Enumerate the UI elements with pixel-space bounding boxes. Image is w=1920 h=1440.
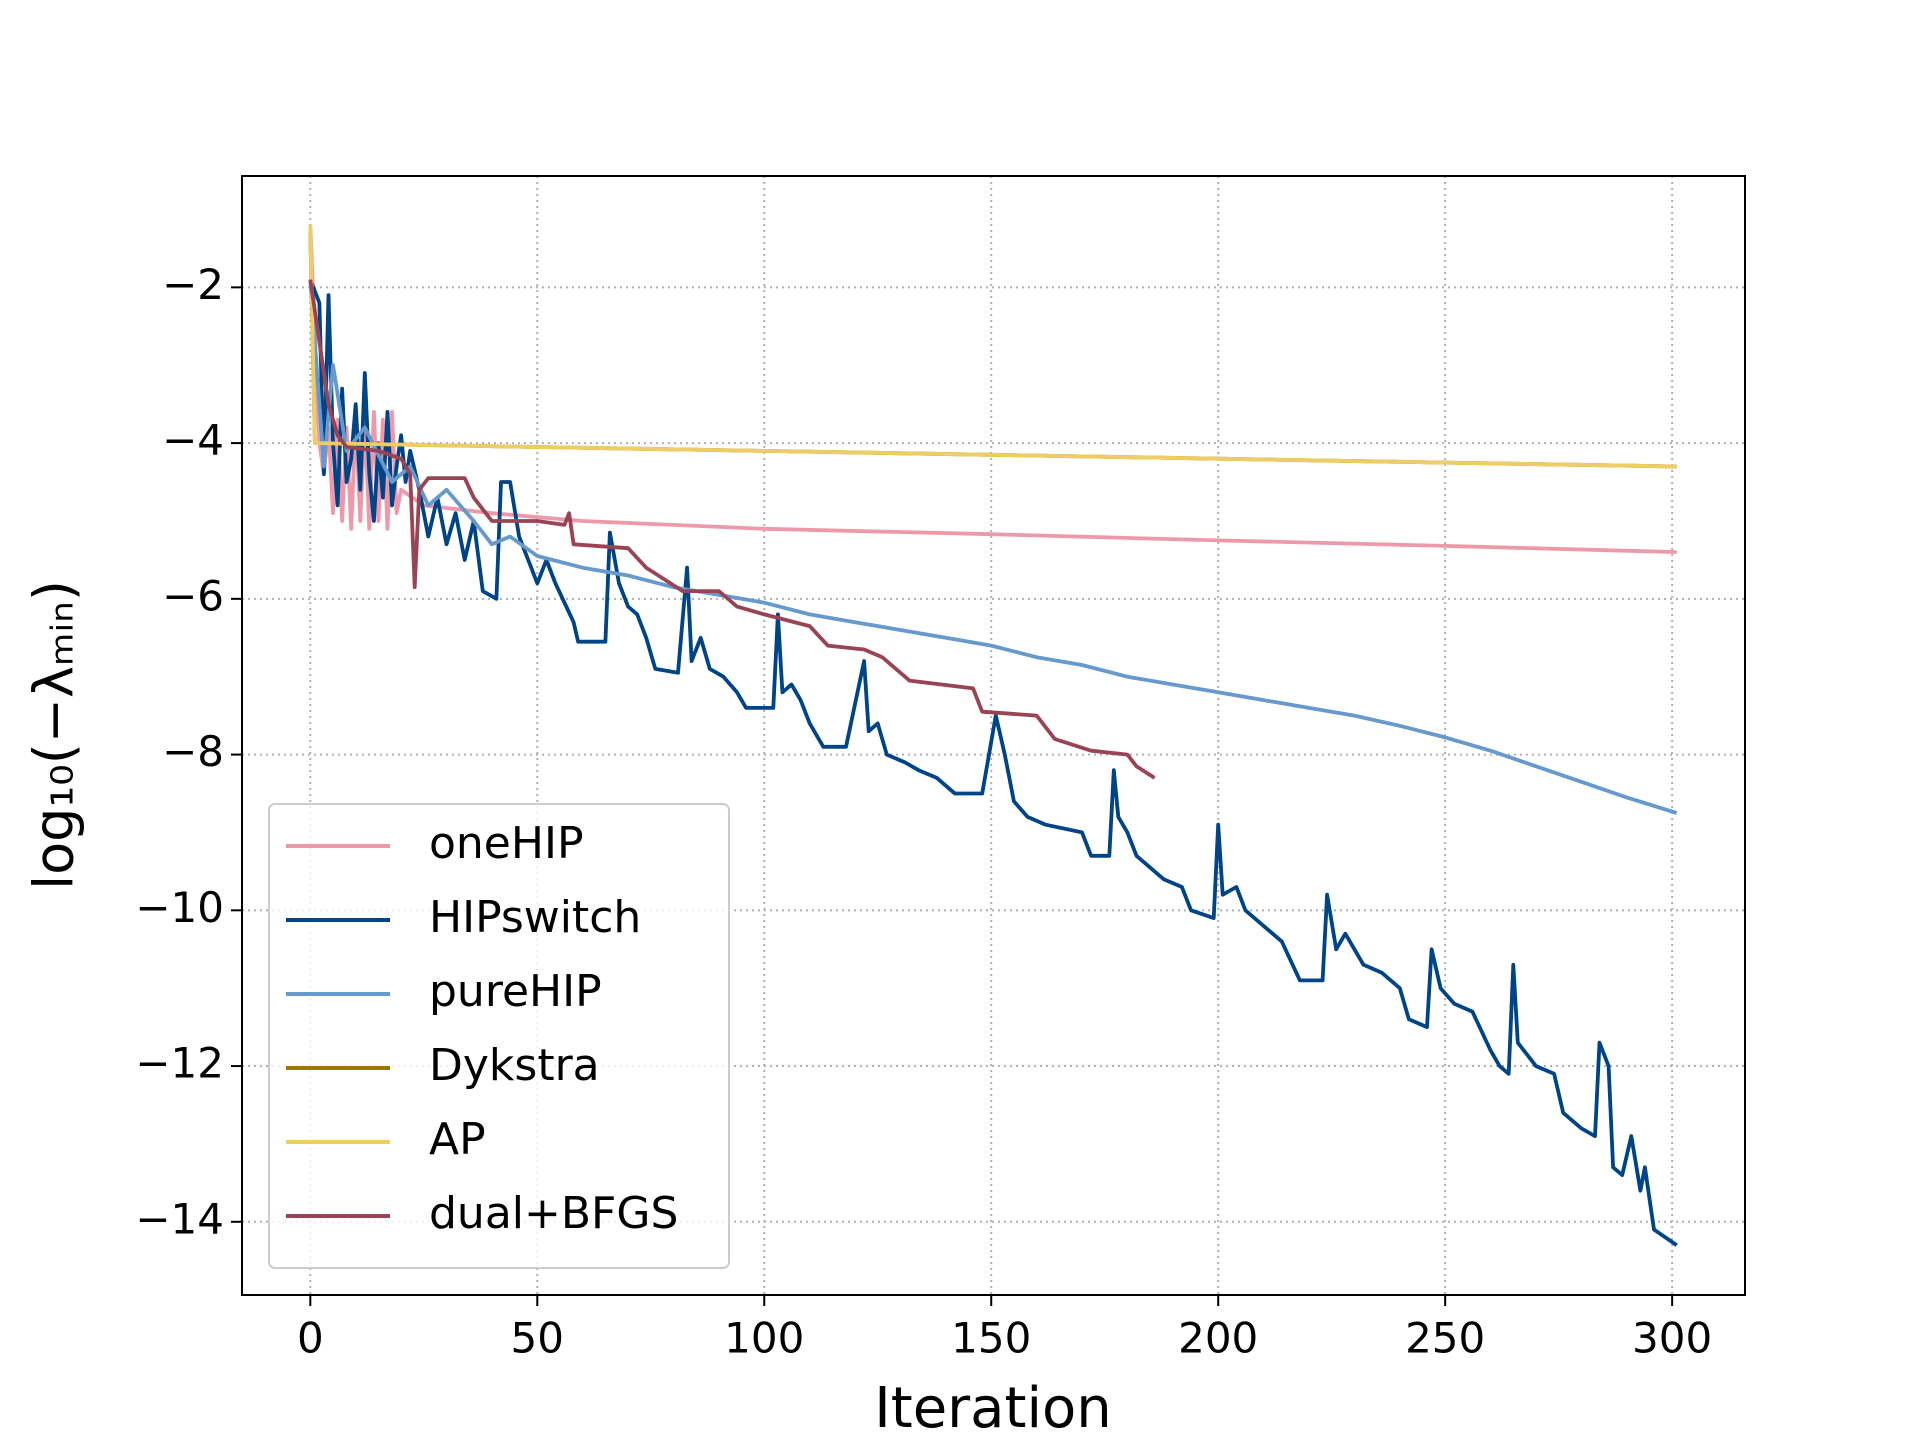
x-tick-label: 100 bbox=[724, 1314, 804, 1363]
legend-label: HIPswitch bbox=[429, 892, 641, 943]
x-axis-label: Iteration bbox=[874, 1376, 1112, 1440]
y-tick-label: −12 bbox=[135, 1039, 224, 1088]
x-tick-label: 250 bbox=[1405, 1314, 1485, 1363]
x-tick-label: 200 bbox=[1178, 1314, 1258, 1363]
y-tick-label: −4 bbox=[162, 416, 224, 465]
x-tick-label: 150 bbox=[951, 1314, 1031, 1363]
y-tick-label: −2 bbox=[162, 260, 224, 309]
series-line bbox=[308, 232, 1677, 469]
legend-label: oneHIP bbox=[429, 818, 583, 869]
legend-label: dual+BFGS bbox=[429, 1188, 678, 1239]
y-tick-label: −14 bbox=[135, 1194, 224, 1243]
legend-label: pureHIP bbox=[429, 966, 602, 1017]
legend-label: Dykstra bbox=[429, 1040, 600, 1091]
x-tick-label: 0 bbox=[297, 1314, 324, 1363]
series-line bbox=[308, 225, 1677, 469]
y-tick-label: −6 bbox=[162, 571, 224, 620]
legend-label: AP bbox=[429, 1114, 486, 1165]
series-line bbox=[308, 279, 1156, 780]
plot-frame bbox=[241, 175, 1746, 1296]
x-tick-label: 50 bbox=[511, 1314, 564, 1363]
y-axis-label: log₁₀(−λₘᵢₙ) bbox=[23, 580, 86, 890]
y-tick-label: −8 bbox=[162, 727, 224, 776]
x-tick-label: 300 bbox=[1632, 1314, 1712, 1363]
series-line bbox=[308, 278, 1678, 1247]
series-line bbox=[308, 279, 1678, 815]
y-tick-label: −10 bbox=[135, 883, 224, 932]
